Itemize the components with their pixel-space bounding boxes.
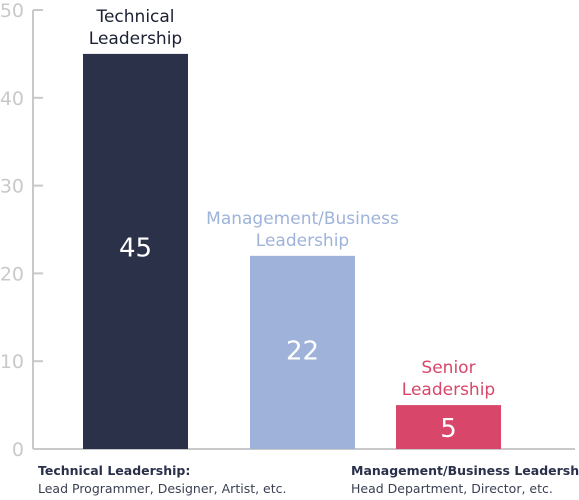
bar xyxy=(83,53,188,450)
bar-value-label: 45 xyxy=(119,233,152,263)
footnote-management: Management/Business Leadership: Head Dep… xyxy=(351,462,579,498)
bar-category-label: Leadership xyxy=(402,380,495,400)
footnote-management-desc: Head Department, Director, etc. xyxy=(351,481,553,496)
y-tick-label: 10 xyxy=(0,351,24,373)
bar-category-label: Technical xyxy=(95,7,174,27)
bar-category-label: Leadership xyxy=(256,231,349,251)
footnote-management-title: Management/Business Leadership: xyxy=(351,463,579,478)
footnote-technical: Technical Leadership: Lead Programmer, D… xyxy=(38,462,287,498)
bar-category-label: Leadership xyxy=(89,29,182,49)
bar xyxy=(396,405,501,449)
bar-category-label: Management/Business xyxy=(206,209,399,229)
bar-category-label: Senior xyxy=(421,358,475,378)
bar-value-label: 5 xyxy=(440,414,457,444)
footnote-technical-desc: Lead Programmer, Designer, Artist, etc. xyxy=(38,481,287,496)
y-tick-label: 20 xyxy=(0,263,24,285)
y-tick-label: 0 xyxy=(12,439,24,460)
bar xyxy=(250,255,355,449)
bar-chart: 0102030405045TechnicalLeadership22Manage… xyxy=(0,0,575,460)
y-tick-label: 50 xyxy=(0,0,24,22)
bar-value-label: 22 xyxy=(286,336,319,366)
y-tick-label: 40 xyxy=(0,88,24,110)
footnote-technical-title: Technical Leadership: xyxy=(38,463,191,478)
y-tick-label: 30 xyxy=(0,176,24,198)
